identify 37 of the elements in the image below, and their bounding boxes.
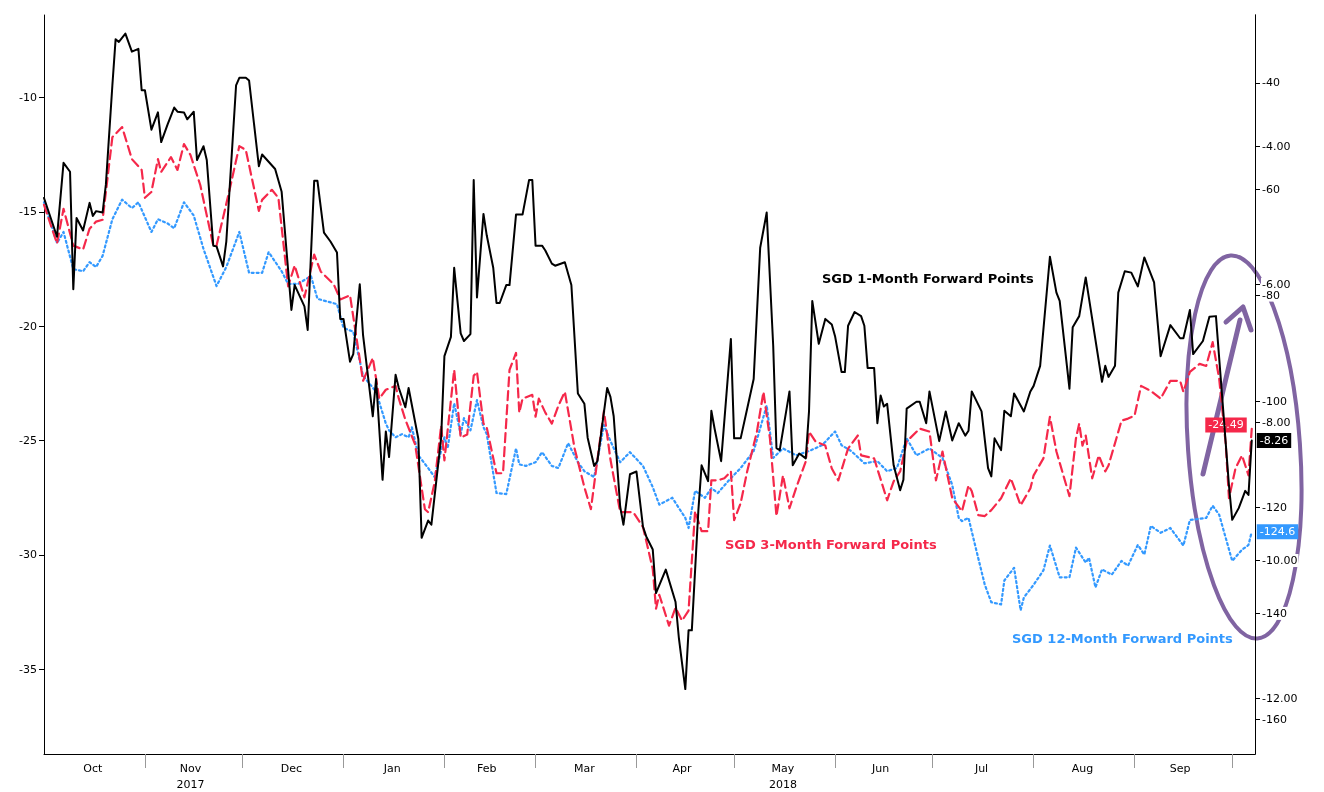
- y-tick-label: -35: [19, 662, 37, 676]
- data-label: -124.6: [1259, 525, 1296, 539]
- y2-tick-label: -10.00: [1262, 554, 1298, 568]
- x-tick-label: Jan: [382, 761, 401, 775]
- y-tick-label: -30: [19, 548, 37, 562]
- y-tick-label: -15: [19, 205, 37, 219]
- x-tick-label: Apr: [672, 761, 693, 775]
- series-label: SGD 3-Month Forward Points: [725, 537, 938, 552]
- x-tick-label: May 2018: [768, 761, 797, 791]
- y2-tick-label: -6.00: [1262, 277, 1291, 291]
- x-tick-label: Dec: [280, 761, 303, 775]
- x-tick-label: Nov 2017: [176, 761, 205, 791]
- x-tick-label: Jun: [871, 761, 890, 775]
- y-tick-label: -25: [19, 434, 37, 448]
- line-series: [42, 126, 1253, 627]
- y3-tick-label: -80: [1262, 288, 1280, 302]
- y-tick-label: -10: [19, 90, 37, 104]
- x-tick-label: Mar: [574, 761, 596, 775]
- y2-tick-label: -12.00: [1262, 692, 1298, 706]
- series-label: SGD 1-Month Forward Points: [822, 271, 1035, 286]
- x-tick-label: Oct: [83, 761, 104, 775]
- y3-tick-label: -60: [1262, 182, 1280, 196]
- y3-tick-label: -160: [1262, 713, 1287, 727]
- y3-tick-label: -140: [1262, 606, 1287, 620]
- x-tick-label: Jul: [973, 761, 989, 775]
- series-label: SGD 12-Month Forward Points: [1012, 631, 1234, 646]
- line-series: [42, 198, 1253, 612]
- data-label: -8.26: [1259, 433, 1289, 447]
- y2-tick-label: -8.00: [1262, 415, 1291, 429]
- y2-tick-label: -4.00: [1262, 139, 1291, 153]
- y3-tick-label: -120: [1262, 500, 1287, 514]
- x-tick-label: Sep: [1169, 761, 1191, 775]
- y3-tick-label: -40: [1262, 76, 1280, 90]
- y3-tick-label: -100: [1262, 394, 1287, 408]
- y-tick-label: -20: [19, 319, 37, 333]
- x-tick-label: Feb: [476, 761, 497, 775]
- x-tick-label: Aug: [1071, 761, 1094, 775]
